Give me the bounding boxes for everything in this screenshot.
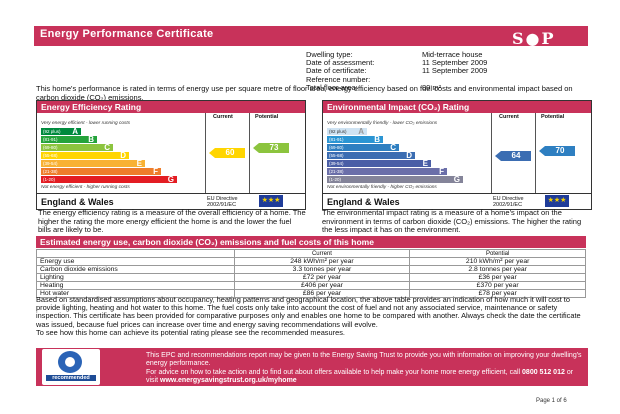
estimated-costs-table: Current Potential Energy use 248 kWh/m² p…: [36, 249, 586, 298]
current-rating-arrow: 60: [209, 148, 245, 158]
table-row: Hot water £86 per year £78 per year: [36, 289, 586, 298]
band-a: (92 plus) A: [41, 127, 81, 136]
potential-rating-arrow: 70: [539, 146, 575, 156]
footer-bar: [36, 348, 588, 386]
assumptions-text: Based on standardised assumptions about …: [36, 295, 588, 337]
energy-efficiency-panel: Energy Efficiency Rating Current Potenti…: [36, 100, 306, 210]
eu-flag-icon: ★★★: [545, 195, 569, 207]
table-row: Heating £406 per year £370 per year: [36, 281, 586, 290]
footer-text: This EPC and recommendations report may …: [146, 352, 582, 384]
certificate-title: Energy Performance Certificate: [40, 28, 214, 40]
logo-circle-icon: [58, 351, 82, 373]
band-e: (39-54) E: [41, 159, 145, 168]
divider: [37, 193, 305, 194]
band-d: (55-68) D: [41, 151, 129, 160]
eu-flag-icon: ★★★: [259, 195, 283, 207]
band-c: (69-80) C: [41, 143, 113, 152]
band-e: (39-54) E: [327, 159, 431, 168]
column-divider: [535, 113, 536, 193]
page-number: Page 1 of 6: [536, 398, 567, 404]
band-b: (81-91) B: [41, 135, 97, 144]
detail-row: Date of certificate: 11 September 2009: [306, 66, 488, 76]
panel-title: Energy Efficiency Rating: [37, 101, 305, 113]
energy-saving-trust-logo-icon: recommended: [42, 349, 100, 385]
table-row: Energy use 248 kWh/m² per year 210 kWh/m² …: [36, 257, 586, 266]
logo-label: recommended: [46, 375, 96, 381]
divider: [323, 193, 591, 194]
band-a: (92 plus) A: [327, 127, 367, 136]
potential-rating-arrow: 73: [253, 143, 289, 153]
current-column-header: Current: [499, 114, 519, 120]
column-divider: [205, 113, 206, 193]
band-g: (1-20) G: [41, 175, 177, 184]
band-f: (21-38) F: [41, 167, 161, 176]
band-g: (1-20) G: [327, 175, 463, 184]
header-bar: [34, 26, 588, 46]
detail-row: Total floor area: 80 m²: [306, 82, 442, 92]
column-divider: [249, 113, 250, 193]
efficiency-caption: The energy efficiency rating is a measur…: [38, 208, 306, 235]
table-header-row: Current Potential: [36, 249, 586, 258]
table-row: Carbon dioxide emissions 3.3 tonnes per y…: [36, 265, 586, 274]
bottom-note: Not environmentally friendly - higher CO…: [327, 185, 437, 190]
website-link[interactable]: www.energysavingstrust.org.uk/myhome: [160, 376, 297, 384]
column-divider: [491, 113, 492, 193]
band-f: (21-38) F: [327, 167, 447, 176]
phone-number: 0800 512 012: [522, 368, 565, 376]
property-details: Dwelling type: Mid-terrace house Date of …: [306, 50, 488, 92]
environmental-caption: The environmental impact rating is a mea…: [322, 208, 582, 235]
top-note: Very energy efficient - lower running co…: [41, 121, 131, 126]
detail-row: Date of assessment: 11 September 2009: [306, 58, 488, 68]
sap-logo-icon: S●P: [512, 29, 556, 48]
table-row: Lighting £72 per year £36 per year: [36, 273, 586, 282]
see-how-text: To see how this home can achieve its pot…: [36, 327, 345, 337]
current-column-header: Current: [213, 114, 233, 120]
potential-column-header: Potential: [541, 114, 565, 120]
estimated-section-title: Estimated energy use, carbon dioxide (CO…: [36, 236, 586, 248]
detail-row: Dwelling type: Mid-terrace house: [306, 50, 483, 59]
potential-header: Potential: [409, 249, 586, 258]
region-label: England & Wales: [327, 197, 400, 207]
current-header: Current: [233, 249, 411, 258]
potential-column-header: Potential: [255, 114, 279, 120]
top-note: Very environmentally friendly - lower CO…: [327, 121, 438, 126]
intro-text: This home's performance is rated in term…: [36, 84, 573, 102]
current-rating-arrow: 64: [495, 151, 531, 161]
band-d: (55-68) D: [327, 151, 415, 160]
band-c: (69-80) C: [327, 143, 399, 152]
eu-directive: EU Directive 2002/91/EC: [207, 196, 238, 208]
bottom-note: Not energy efficient - higher running co…: [41, 185, 130, 190]
panel-title: Environmental Impact (CO₂) Rating: [323, 101, 591, 113]
region-label: England & Wales: [41, 197, 114, 207]
detail-row: Reference number:: [306, 74, 371, 84]
band-b: (81-91) B: [327, 135, 383, 144]
environmental-impact-panel: Environmental Impact (CO₂) Rating Curren…: [322, 100, 592, 210]
eu-directive: EU Directive 2002/91/EC: [493, 196, 524, 208]
